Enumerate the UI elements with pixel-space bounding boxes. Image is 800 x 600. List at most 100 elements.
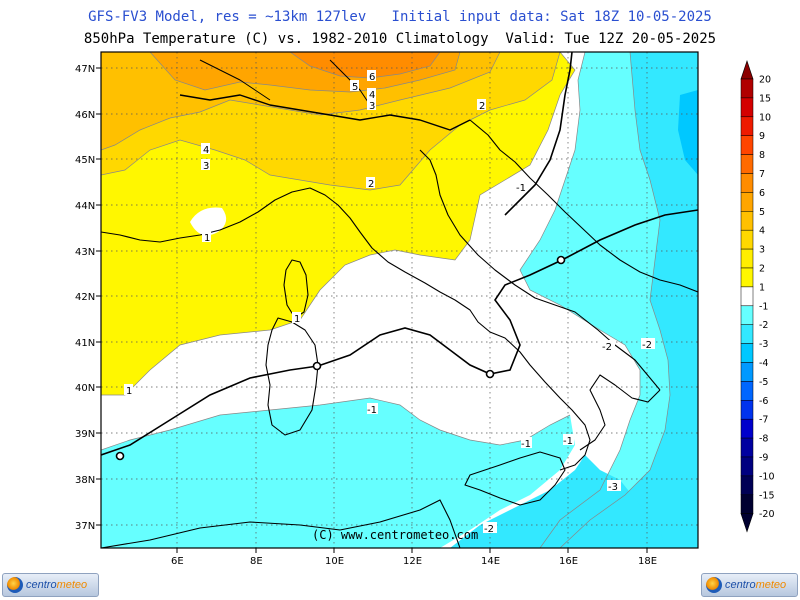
colorbar-label: 10 [759,112,771,123]
colorbar-label: 3 [759,245,765,256]
colorbar-label: 1 [759,282,765,293]
lat-axis: 37N 38N 39N 40N 41N 42N 43N 44N 45N 46N … [75,64,101,532]
svg-text:4: 4 [203,145,209,156]
contour-label: 3 [367,99,376,112]
lon-tick-label: 6E [171,556,184,567]
colorbar-arrow-bottom [740,513,754,533]
centrometeo-logo-left[interactable]: centrometeo [2,573,99,597]
svg-text:-1: -1 [563,436,573,447]
anomaly-pocket [190,207,227,236]
colorbar-swatch [740,78,754,99]
copyright-text: (C) www.centrometeo.com [312,528,478,542]
colorbar-label: 15 [759,93,771,104]
colorbar-label: 9 [759,131,765,142]
lon-tick-label: 8E [250,556,263,567]
lon-axis: 6E 8E 10E 12E 14E 16E 18E [171,548,657,567]
colorbar-swatch [740,135,754,155]
colorbar-label: -7 [759,415,768,426]
lat-tick-label: 41N [75,338,95,349]
colorbar-swatch [740,343,754,363]
svg-text:2: 2 [479,101,485,112]
lat-tick-label: 43N [75,247,95,258]
lon-tick-label: 10E [325,556,344,567]
contour-label: 4 [201,143,210,156]
svg-text:5: 5 [352,82,358,93]
svg-text:-2: -2 [642,340,652,351]
colorbar-swatch [740,116,754,136]
colorbar-swatch [740,324,754,344]
contour-label: 1 [124,384,133,397]
map-frame [100,51,699,549]
colorbar-swatch [740,381,754,401]
svg-text:-1: -1 [521,439,531,450]
colorbar-label: 4 [759,226,765,237]
lon-tick-label: 12E [403,556,422,567]
colorbar-label: -1 [759,301,768,312]
contour-label: 4 [367,88,376,101]
svg-text:-2: -2 [602,342,612,353]
lat-tick-label: 37N [75,521,95,532]
model-run-title: GFS-FV3 Model, res = ~13km 127lev Initia… [88,9,712,25]
lon-tick-label: 18E [638,556,657,567]
svg-text:6: 6 [369,72,375,83]
colorbar-label: -4 [759,358,768,369]
svg-text:3: 3 [369,101,375,112]
colorbar-label: -5 [759,377,768,388]
contour-label: -1 [521,437,532,450]
colorbar-arrow-top [740,60,754,80]
logo-text: centrometeo [26,579,88,591]
centrometeo-logo-icon [7,577,23,593]
contour-label: -1 [516,181,527,194]
contour-label: 3 [201,159,210,172]
lat-tick-label: 47N [75,64,95,75]
contour-label: -3 [607,480,621,493]
colorbar-label: -8 [759,434,768,445]
lat-tick-label: 38N [75,475,95,486]
colorbar-label: -20 [759,509,775,520]
svg-text:2: 2 [368,179,374,190]
lon-tick-label: 14E [481,556,500,567]
colorbar-swatch [740,154,754,174]
svg-text:1: 1 [204,233,210,244]
colorbar-swatch [740,267,754,288]
colorbar-label: -10 [759,471,775,482]
colorbar-label: -2 [759,320,768,331]
lat-tick-label: 40N [75,383,95,394]
svg-text:3: 3 [203,161,209,172]
zero-isotherm [101,52,698,461]
contour-label: -1 [367,403,378,416]
colorbar-swatch [740,229,754,250]
svg-text:-2: -2 [484,524,494,535]
svg-text:1: 1 [126,386,132,397]
colorbar-label: 8 [759,150,765,161]
centrometeo-logo-right[interactable]: centrometeo [701,573,798,597]
svg-text:4: 4 [369,90,375,101]
coastlines [101,59,698,548]
contour-label: 1 [202,231,211,244]
lat-tick-label: 45N [75,155,95,166]
lat-tick-label: 42N [75,292,95,303]
contour-label: -2 [483,522,497,535]
contour-label: 2 [477,99,486,112]
colorbar-label: -3 [759,339,768,350]
contour-label: 6 [367,70,376,83]
colorbar-swatch [740,248,754,269]
colorbar-swatch [740,437,754,458]
lat-tick-label: 46N [75,110,95,121]
contour-label: -1 [563,434,574,447]
contour-label: -2 [641,338,655,351]
colorbar-swatch [740,192,754,212]
lat-tick-label: 44N [75,201,95,212]
colorbar: 20 15 10 9 8 7 6 5 4 3 2 1 -1 -2 -3 -4 -5 -6 -7 -8 -9 -10 -15 -… [740,60,775,533]
colorbar-label: 5 [759,207,765,218]
centrometeo-logo-icon [706,577,722,593]
anomaly-area-minus3 [678,90,698,175]
colorbar-swatch [740,400,754,420]
colorbar-swatch [740,97,754,118]
map-field: 6 5 4 3 2 4 3 2 -1 1 1 1 -1 -2 -2 -1 -1 … [101,52,698,548]
svg-text:-1: -1 [516,183,526,194]
colorbar-label: 2 [759,264,765,275]
colorbar-label: 20 [759,75,771,86]
contour-label: -2 [601,340,615,353]
colorbar-label: -15 [759,490,775,501]
